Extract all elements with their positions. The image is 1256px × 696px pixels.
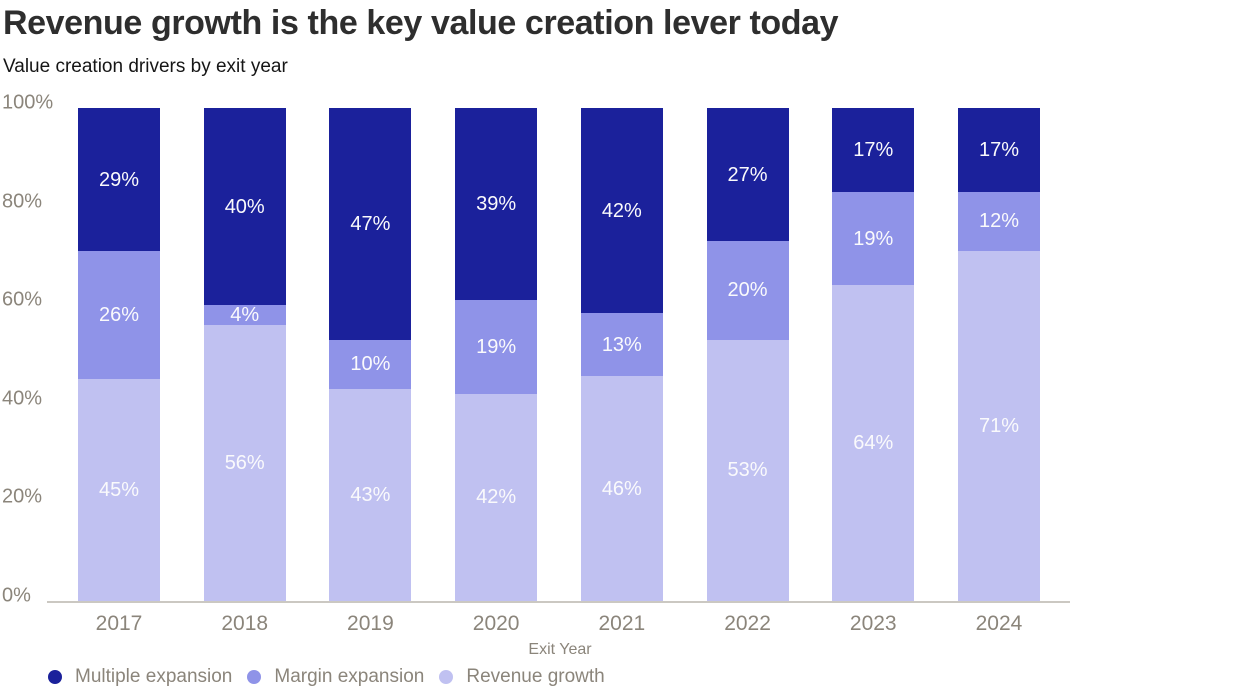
- segment-margin-expansion: 20%: [706, 241, 789, 340]
- segment-margin-expansion: 4%: [203, 304, 286, 327]
- legend-dot-icon: [439, 670, 454, 684]
- segment-value-label: 42%: [476, 486, 517, 509]
- bar-2023: 64% 19% 17%: [832, 108, 915, 601]
- segment-multiple-expansion: 29%: [78, 108, 160, 251]
- legend-dot-icon: [48, 670, 62, 684]
- segment-revenue-growth: 53%: [706, 339, 789, 601]
- bar-2021: 46% 13% 42%: [580, 108, 663, 601]
- segment-value-label: 26%: [98, 304, 140, 327]
- segment-value-label: 19%: [853, 227, 894, 250]
- x-tick-label: 2018: [221, 612, 269, 635]
- segment-multiple-expansion: 42%: [580, 108, 663, 314]
- segment-multiple-expansion: 27%: [706, 108, 789, 242]
- y-tick-label: 0%: [2, 584, 31, 607]
- chart-subtitle: Value creation drivers by exit year: [3, 56, 288, 77]
- segment-value-label: 45%: [98, 479, 140, 502]
- segment-revenue-growth: 42%: [455, 393, 538, 601]
- segment-revenue-growth: 56%: [203, 324, 286, 601]
- segment-value-label: 4%: [230, 304, 260, 327]
- segment-value-label: 46%: [601, 477, 642, 500]
- legend-label: Multiple expansion: [75, 666, 233, 687]
- segment-margin-expansion: 13%: [580, 313, 663, 377]
- segment-value-label: 19%: [476, 336, 517, 359]
- y-tick-label: 100%: [2, 91, 54, 114]
- y-tick-label: 20%: [2, 485, 43, 508]
- segment-revenue-growth: 43%: [329, 389, 412, 601]
- bar-2017: 45% 26% 29%: [78, 108, 160, 601]
- bar-2018: 56% 4% 40%: [203, 108, 286, 601]
- legend-item-margin-expansion: Margin expansion: [247, 666, 424, 688]
- segment-value-label: 20%: [727, 279, 768, 302]
- x-tick-label: 2017: [95, 612, 143, 635]
- segment-value-label: 56%: [224, 451, 265, 474]
- segment-value-label: 17%: [978, 138, 1019, 161]
- segment-value-label: 71%: [978, 414, 1019, 437]
- segment-multiple-expansion: 47%: [329, 108, 412, 340]
- segment-revenue-growth: 45%: [78, 379, 160, 601]
- page-title: Revenue growth is the key value creation…: [3, 4, 839, 42]
- segment-margin-expansion: 19%: [832, 191, 915, 286]
- segment-value-label: 12%: [978, 210, 1019, 233]
- legend-label: Margin expansion: [274, 666, 425, 687]
- plot-area: 45% 26% 29% 56% 4% 40% 43% 10% 47% 42% 19% 39% 46% 13…: [47, 108, 1070, 601]
- x-tick-label: 2023: [849, 612, 897, 635]
- segment-value-label: 29%: [98, 168, 140, 191]
- x-tick-label: 2024: [975, 612, 1023, 635]
- segment-value-label: 27%: [727, 163, 768, 186]
- x-tick-label: 2020: [472, 612, 520, 635]
- legend-item-revenue-growth: Revenue growth: [439, 666, 605, 688]
- segment-value-label: 42%: [601, 199, 642, 222]
- segment-revenue-growth: 64%: [832, 285, 915, 601]
- legend-dot-icon: [247, 670, 262, 684]
- segment-multiple-expansion: 17%: [832, 108, 915, 192]
- x-axis-title: Exit Year: [528, 641, 592, 658]
- segment-revenue-growth: 46%: [580, 376, 663, 601]
- bar-2020: 42% 19% 39%: [455, 108, 538, 601]
- segment-value-label: 10%: [350, 353, 391, 376]
- x-tick-label: 2022: [724, 612, 771, 635]
- x-tick-label: 2019: [347, 612, 394, 635]
- x-axis-line: [47, 601, 1070, 603]
- segment-value-label: 39%: [476, 193, 517, 216]
- segment-value-label: 64%: [853, 432, 894, 455]
- segment-margin-expansion: 19%: [455, 300, 538, 394]
- segment-multiple-expansion: 17%: [957, 108, 1040, 192]
- segment-revenue-growth: 71%: [957, 250, 1040, 601]
- segment-margin-expansion: 10%: [329, 339, 412, 390]
- legend-item-multiple-expansion: Multiple expansion: [48, 666, 232, 688]
- y-tick-label: 60%: [2, 288, 43, 311]
- bar-2019: 43% 10% 47%: [329, 108, 412, 601]
- bar-2024: 71% 12% 17%: [957, 108, 1040, 601]
- y-tick-label: 80%: [2, 190, 43, 213]
- segment-value-label: 43%: [350, 484, 391, 506]
- y-tick-label: 40%: [2, 387, 43, 410]
- segment-value-label: 40%: [224, 195, 265, 218]
- segment-value-label: 13%: [601, 333, 642, 356]
- segment-value-label: 17%: [853, 138, 894, 161]
- segment-margin-expansion: 26%: [78, 250, 160, 380]
- segment-value-label: 53%: [727, 459, 768, 482]
- legend: Multiple expansion Margin expansion Revenu…: [48, 666, 605, 688]
- legend-label: Revenue growth: [466, 666, 605, 687]
- segment-multiple-expansion: 39%: [455, 108, 538, 301]
- segment-value-label: 47%: [350, 212, 391, 235]
- bar-2022: 53% 20% 27%: [706, 108, 789, 601]
- segment-multiple-expansion: 40%: [203, 108, 286, 306]
- segment-margin-expansion: 12%: [957, 191, 1040, 251]
- x-tick-label: 2021: [598, 612, 646, 635]
